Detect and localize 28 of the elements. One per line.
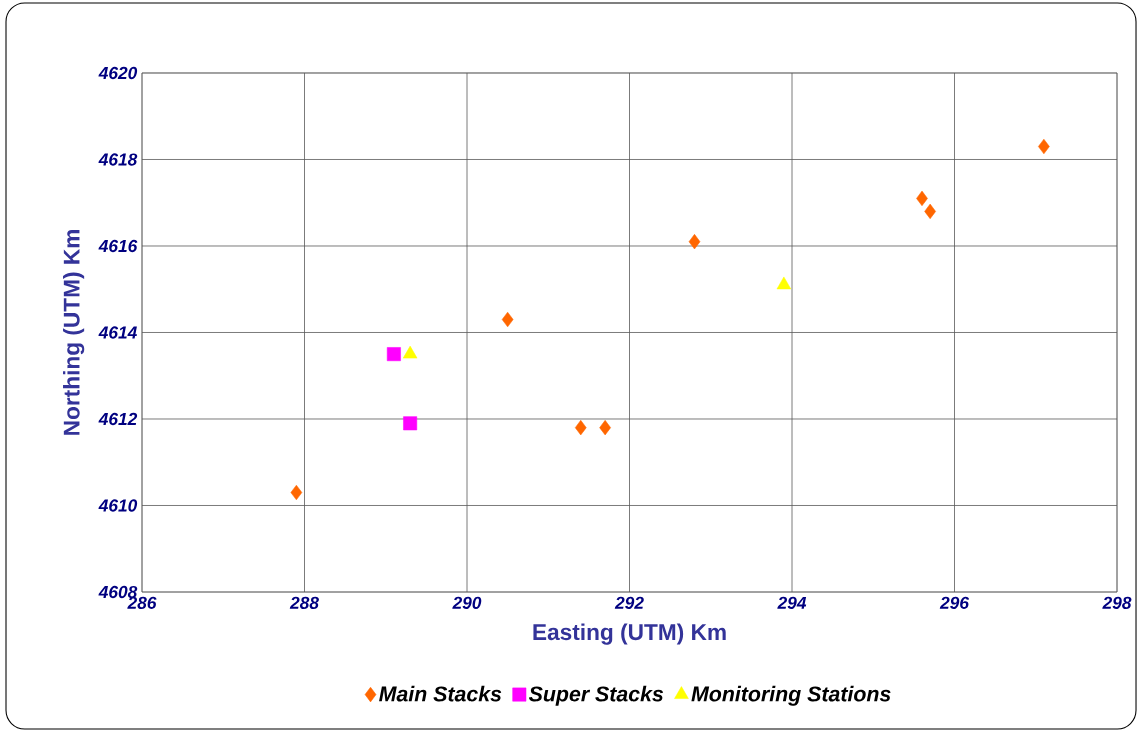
y-tick-label: 4620 [98, 66, 138, 80]
y-tick-label: 4612 [98, 412, 138, 426]
x-tick-label: 296 [939, 596, 970, 609]
x-tick-label: 294 [777, 596, 807, 609]
x-tick-label: 290 [452, 596, 482, 609]
legend-label: Monitoring Stations [691, 685, 891, 706]
point [501, 311, 514, 328]
point [924, 203, 936, 219]
legend-label: Super Stacks [528, 685, 664, 706]
y-tick-label: 4616 [98, 239, 138, 253]
x-tick-label: 288 [289, 596, 319, 609]
y-tick-label: 4614 [98, 326, 137, 339]
y-axis-title: Northing (UTM) Km [63, 230, 85, 435]
point [916, 190, 928, 207]
point [386, 347, 401, 362]
point [403, 416, 418, 431]
point [574, 420, 587, 436]
x-tick-label: 298 [1102, 596, 1132, 609]
point [599, 420, 611, 436]
point [290, 484, 303, 501]
y-tick-label: 4610 [98, 499, 138, 512]
point [688, 234, 701, 250]
x-tick-label: 292 [614, 596, 644, 609]
x-axis-title: Easting (UTM) Km [533, 623, 726, 645]
point [1038, 138, 1050, 155]
y-tick-label: 4618 [98, 153, 138, 166]
point [776, 276, 792, 290]
legend-label: Main Stacks [379, 685, 502, 702]
